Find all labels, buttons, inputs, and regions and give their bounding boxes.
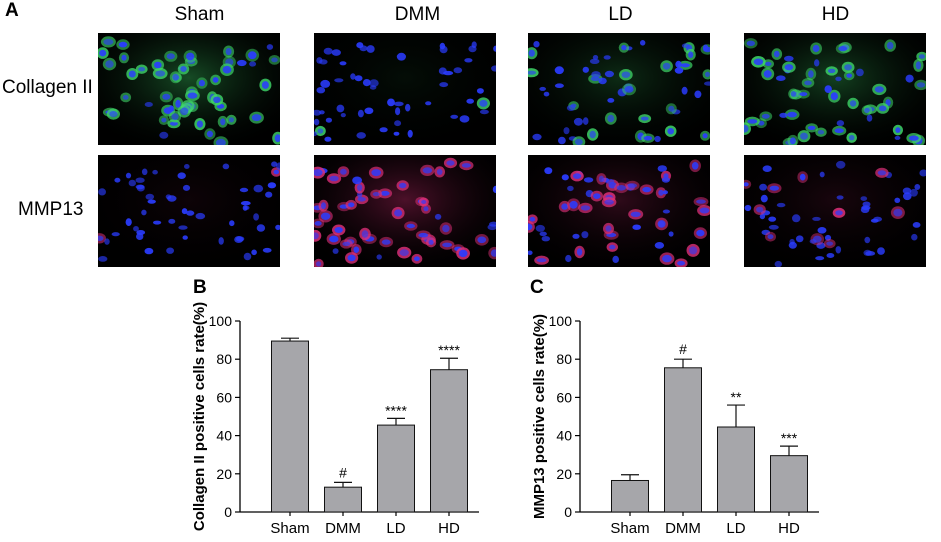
chart-c-plot: MMP13 positive cells rate(%) 0 20 40 60 80 100… — [531, 313, 819, 537]
chart-c-bar-sham — [611, 479, 649, 513]
chart-c-y-tick-label-3: 60 — [556, 389, 572, 405]
micrograph-mmp13-dmm — [314, 155, 496, 267]
chart-b-bar-dmm — [324, 486, 362, 513]
chart-c-x-label-sham: Sham — [610, 520, 649, 537]
chart-b-y-tick-label-5: 100 — [209, 313, 233, 329]
chart-b-y-tick-label-4: 80 — [216, 351, 232, 367]
chart-b-y-tick-label-2: 40 — [216, 428, 232, 444]
chart-c-y-tick-label-4: 80 — [556, 351, 572, 367]
micrograph-mmp13-ld-image — [528, 155, 710, 267]
micrograph-mmp13-hd — [744, 155, 926, 267]
micrograph-collagen-dmm-image — [314, 33, 496, 145]
micrograph-collagen-sham-image — [98, 33, 280, 145]
micrograph-mmp13-sham — [98, 155, 280, 267]
chart-collagen: Collagen II positive cells rate(%) 0 20 40 6… — [180, 300, 500, 537]
micrograph-collagen-hd-image — [744, 33, 926, 145]
chart-b-x-label-hd: HD — [438, 520, 460, 537]
chart-c-significance-ld: ** — [731, 389, 742, 405]
micrograph-mmp13-hd-image — [744, 155, 926, 267]
micrograph-collagen-dmm — [314, 33, 496, 145]
chart-c-bar-hd — [770, 455, 808, 513]
chart-b-y-tick-label-0: 0 — [224, 504, 232, 520]
chart-c-y-tick-label-0: 0 — [564, 504, 572, 520]
row-label-mmp13: MMP13 — [18, 199, 84, 220]
chart-mmp13-svg: MMP13 positive cells rate(%) 0 20 40 60 80 100… — [531, 313, 819, 537]
chart-b-bar-ld — [377, 424, 415, 513]
micrograph-mmp13-sham-image — [98, 155, 280, 267]
chart-c-bar-dmm — [664, 367, 702, 513]
chart-b-bar-hd — [430, 369, 468, 513]
chart-c-significance-dmm: # — [679, 341, 687, 357]
micrograph-mmp13-ld — [528, 155, 710, 267]
chart-b-plot: Collagen II positive cells rate(%) 0 20 40 6… — [191, 302, 479, 537]
chart-b-y-axis-title: Collagen II positive cells rate(%) — [191, 302, 208, 531]
chart-c-y-axis-title: MMP13 positive cells rate(%) — [531, 314, 548, 519]
chart-mmp13: MMP13 positive cells rate(%) 0 20 40 60 80 100… — [520, 300, 840, 537]
chart-c-y-tick-label-1: 20 — [556, 466, 572, 482]
column-header-ld: LD — [608, 4, 633, 25]
panel-label-b: B — [193, 277, 207, 298]
chart-c-significance-hd: *** — [781, 430, 798, 446]
column-header-sham: Sham — [174, 4, 225, 25]
panel-label-a: A — [5, 0, 19, 21]
chart-collagen-svg: Collagen II positive cells rate(%) 0 20 40 6… — [191, 302, 479, 537]
micrograph-mmp13-dmm-image — [314, 155, 496, 267]
chart-b-y-tick-label-1: 20 — [216, 466, 232, 482]
chart-c-bar-ld — [717, 426, 755, 513]
micrograph-collagen-sham — [98, 33, 280, 145]
chart-b-x-label-ld: LD — [386, 520, 405, 537]
chart-b-significance-ld: **** — [385, 402, 407, 418]
column-header-hd: HD — [821, 4, 850, 25]
panel-label-c: C — [530, 277, 544, 298]
chart-c-y-tick-label-5: 100 — [549, 313, 573, 329]
micrograph-collagen-hd — [744, 33, 926, 145]
micrograph-collagen-ld — [528, 33, 710, 145]
chart-b-bar-sham — [271, 340, 309, 513]
chart-c-x-label-hd: HD — [778, 520, 800, 537]
row-label-collagen: Collagen II — [2, 77, 93, 98]
chart-b-significance-dmm: # — [339, 464, 347, 480]
chart-c-y-tick-label-2: 40 — [556, 428, 572, 444]
chart-c-x-label-dmm: DMM — [665, 520, 701, 537]
chart-b-x-label-sham: Sham — [270, 520, 309, 537]
micrograph-collagen-ld-image — [528, 33, 710, 145]
chart-b-significance-hd: **** — [438, 342, 460, 358]
chart-b-x-label-dmm: DMM — [325, 520, 361, 537]
chart-b-y-tick-label-3: 60 — [216, 389, 232, 405]
column-header-dmm: DMM — [394, 4, 441, 25]
chart-c-x-label-ld: LD — [726, 520, 745, 537]
